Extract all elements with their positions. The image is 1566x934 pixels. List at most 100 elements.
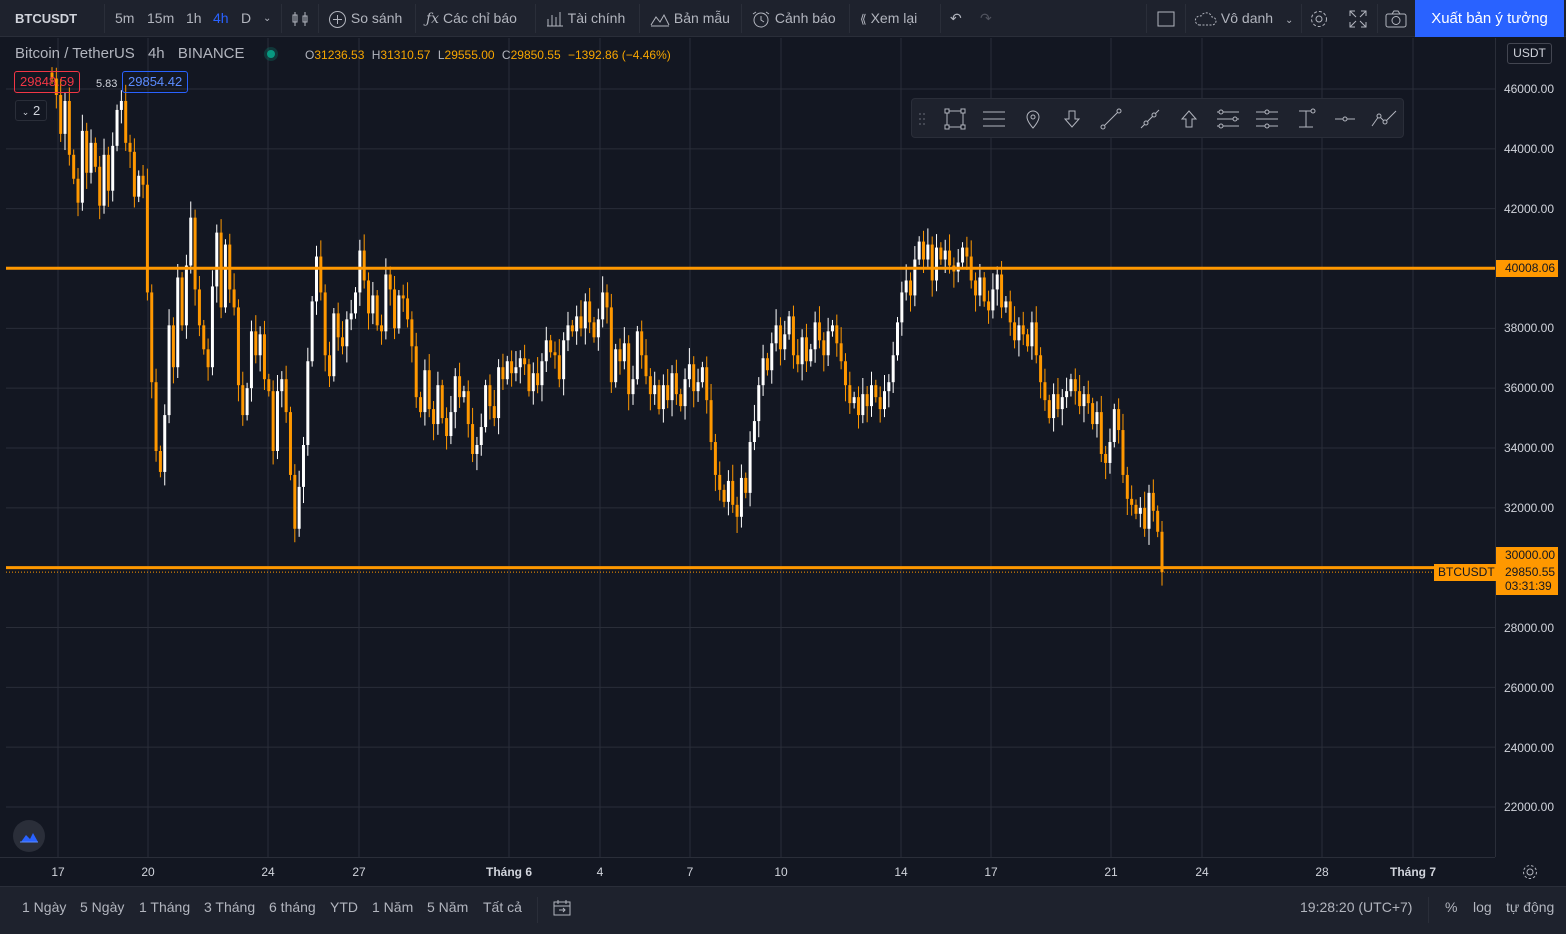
- financials-button[interactable]: Tài chính: [546, 0, 625, 37]
- candle-body: [778, 325, 782, 350]
- replay-button[interactable]: ⟪ Xem lại: [860, 0, 917, 37]
- candle-body: [354, 292, 358, 314]
- interval-5m[interactable]: 5m: [115, 10, 135, 26]
- horizontal-lines-tool-icon[interactable]: [975, 99, 1013, 139]
- symbol-search-button[interactable]: BTCUSDT: [15, 11, 78, 26]
- divider: [940, 4, 941, 33]
- candle-body: [202, 325, 206, 350]
- timezone-clock[interactable]: 19:28:20 (UTC+7): [1300, 899, 1413, 915]
- candle-body: [869, 385, 873, 407]
- undo-icon[interactable]: ↶: [950, 10, 962, 26]
- candle-body: [336, 313, 340, 338]
- fullscreen-icon[interactable]: [1349, 0, 1367, 37]
- fullscreen-layout-icon[interactable]: [1157, 0, 1175, 37]
- interval-15m[interactable]: 15m: [147, 10, 175, 26]
- candle-body: [926, 244, 930, 260]
- redo-icon[interactable]: ↷: [980, 10, 992, 26]
- trend-line-icon[interactable]: [1092, 99, 1130, 139]
- sell-button[interactable]: 29848.59: [14, 71, 81, 93]
- drag-handle-icon[interactable]: [912, 99, 932, 139]
- candle-body: [991, 289, 995, 311]
- candle-body: [683, 379, 687, 407]
- range-5d[interactable]: 5 Ngày: [80, 899, 125, 915]
- range-5y[interactable]: 5 Năm: [427, 899, 469, 915]
- path-tool-icon[interactable]: [1365, 99, 1403, 139]
- alert-button[interactable]: Cảnh báo: [751, 0, 836, 37]
- range-all[interactable]: Tất cả: [483, 899, 522, 915]
- chevron-down-icon[interactable]: ⌄: [263, 13, 272, 24]
- symbol-legend[interactable]: Bitcoin / TetherUS 4h BINANCE: [15, 45, 275, 62]
- candle-body: [592, 322, 596, 338]
- divider: [104, 4, 105, 33]
- log-scale-toggle[interactable]: log: [1473, 899, 1492, 915]
- price-label: 42000.00: [1503, 202, 1554, 216]
- indicators-label: Các chỉ báo: [442, 10, 517, 26]
- publish-idea-button[interactable]: Xuất bản ý tưởng: [1415, 0, 1564, 37]
- candle-style-icon[interactable]: [291, 0, 309, 37]
- candlestick-chart[interactable]: [6, 38, 1495, 857]
- candle-body: [310, 301, 314, 362]
- candle-body: [323, 292, 327, 356]
- divider: [537, 897, 538, 923]
- candle-body: [410, 319, 414, 347]
- interval-1h[interactable]: 1h: [186, 10, 202, 26]
- range-1m[interactable]: 1 Tháng: [139, 899, 191, 915]
- axis-settings-icon[interactable]: [1520, 862, 1540, 882]
- interval-d[interactable]: D: [241, 10, 252, 26]
- parallel-channel-icon[interactable]: [1209, 99, 1247, 139]
- candle-body: [939, 247, 943, 260]
- price-axis[interactable]: 46000.00 44000.00 42000.00 38000.00 3600…: [1495, 38, 1566, 857]
- ray-tool-icon[interactable]: [1131, 99, 1169, 139]
- rectangle-tool-icon[interactable]: [936, 99, 974, 139]
- compare-button[interactable]: So sánh: [328, 0, 402, 37]
- divider: [281, 4, 282, 33]
- candle-body: [813, 322, 817, 350]
- candle-body: [150, 292, 154, 383]
- auto-scale-toggle[interactable]: tự động: [1506, 899, 1555, 915]
- candle-body: [219, 232, 223, 308]
- candle-body: [510, 361, 514, 374]
- candle-body: [492, 406, 496, 419]
- collapse-legend-button[interactable]: ⌄ 2: [15, 100, 47, 121]
- interval-4h[interactable]: 4h: [213, 10, 229, 26]
- arrow-down-icon[interactable]: [1053, 99, 1091, 139]
- candle-body: [1021, 325, 1025, 335]
- open-value: 31236.53: [314, 48, 365, 62]
- candle-body: [141, 175, 145, 185]
- candle-body: [974, 280, 978, 296]
- candle-body: [328, 355, 331, 377]
- candle-body: [432, 409, 436, 425]
- range-3m[interactable]: 3 Tháng: [204, 899, 256, 915]
- candle-body: [1082, 394, 1086, 407]
- candle-body: [887, 382, 891, 392]
- legend-interval: 4h: [147, 45, 165, 62]
- location-pin-icon[interactable]: [1014, 99, 1052, 139]
- candle-body: [1034, 322, 1038, 356]
- gear-icon[interactable]: [1309, 0, 1329, 37]
- chart-pane[interactable]: [6, 38, 1495, 857]
- arrow-up-icon[interactable]: [1170, 99, 1208, 139]
- templates-button[interactable]: Bản mẫu: [650, 0, 730, 37]
- buy-button[interactable]: 29854.42: [122, 71, 189, 93]
- time-axis[interactable]: 17 20 24 27 Tháng 6 4 7 10 14 17 21 24 2…: [0, 857, 1495, 885]
- layout-save-button[interactable]: Vô danh ⌄: [1193, 0, 1293, 37]
- indicators-button[interactable]: ƒx Các chỉ báo: [426, 0, 517, 37]
- range-1y[interactable]: 1 Năm: [372, 899, 414, 915]
- range-ytd[interactable]: YTD: [330, 899, 358, 915]
- tradingview-logo[interactable]: [13, 820, 45, 852]
- currency-badge[interactable]: USDT: [1507, 43, 1552, 64]
- camera-icon[interactable]: [1385, 0, 1407, 37]
- market-status-icon: [266, 50, 275, 59]
- fib-channel-icon[interactable]: [1248, 99, 1286, 139]
- candle-body: [440, 385, 444, 419]
- candle-body: [640, 331, 644, 356]
- vertical-measure-icon[interactable]: [1287, 99, 1325, 139]
- time-label: 17: [984, 865, 998, 879]
- candle-body: [566, 325, 570, 341]
- horizontal-ray-icon[interactable]: [1326, 99, 1364, 139]
- time-label: 24: [1195, 865, 1209, 879]
- range-1d[interactable]: 1 Ngày: [22, 899, 67, 915]
- go-to-date-icon[interactable]: [553, 899, 571, 920]
- range-6m[interactable]: 6 tháng: [269, 899, 316, 915]
- percent-scale-toggle[interactable]: %: [1445, 899, 1458, 915]
